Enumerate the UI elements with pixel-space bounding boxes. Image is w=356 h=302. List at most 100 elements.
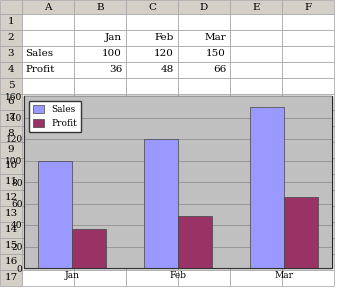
Bar bbox=[282, 222, 334, 238]
Bar bbox=[0, 222, 22, 238]
Text: A: A bbox=[44, 2, 52, 11]
Bar bbox=[178, 94, 230, 110]
Bar bbox=[126, 142, 178, 158]
Bar bbox=[282, 46, 334, 62]
Bar bbox=[22, 30, 74, 46]
Bar bbox=[230, 206, 282, 222]
Bar bbox=[178, 110, 230, 126]
Bar bbox=[178, 142, 230, 158]
Bar bbox=[74, 110, 126, 126]
Bar bbox=[282, 174, 334, 190]
Bar bbox=[0, 142, 22, 158]
Bar bbox=[126, 0, 178, 14]
Bar bbox=[178, 217, 212, 268]
Bar bbox=[282, 30, 334, 46]
Bar bbox=[144, 139, 178, 268]
Text: Sales: Sales bbox=[25, 50, 53, 59]
Bar bbox=[230, 62, 282, 78]
Bar bbox=[22, 174, 74, 190]
Bar bbox=[178, 158, 230, 174]
Bar bbox=[178, 0, 230, 14]
Bar bbox=[74, 174, 126, 190]
Bar bbox=[22, 270, 74, 286]
Bar bbox=[282, 270, 334, 286]
Bar bbox=[126, 238, 178, 254]
Bar bbox=[0, 174, 22, 190]
Bar bbox=[178, 254, 230, 270]
Bar bbox=[126, 14, 178, 30]
Bar bbox=[72, 229, 106, 268]
Bar bbox=[22, 78, 74, 94]
Bar bbox=[74, 270, 126, 286]
Bar bbox=[0, 270, 22, 286]
Bar bbox=[74, 0, 126, 14]
Bar bbox=[230, 78, 282, 94]
Bar bbox=[178, 78, 230, 94]
Bar bbox=[178, 174, 230, 190]
Bar bbox=[178, 238, 230, 254]
Bar bbox=[74, 238, 126, 254]
Text: F: F bbox=[304, 2, 312, 11]
Bar bbox=[74, 142, 126, 158]
Bar bbox=[0, 46, 22, 62]
Text: 15: 15 bbox=[4, 242, 18, 250]
Bar bbox=[0, 110, 22, 126]
Text: 7: 7 bbox=[8, 114, 14, 123]
Bar bbox=[282, 142, 334, 158]
Bar bbox=[22, 62, 74, 78]
Text: 100: 100 bbox=[102, 50, 122, 59]
Bar bbox=[22, 0, 74, 14]
Bar bbox=[284, 197, 318, 268]
Bar bbox=[230, 94, 282, 110]
Bar bbox=[126, 174, 178, 190]
Text: 3: 3 bbox=[8, 50, 14, 59]
Text: 9: 9 bbox=[8, 146, 14, 155]
Text: 6: 6 bbox=[8, 98, 14, 107]
Bar bbox=[282, 94, 334, 110]
Bar bbox=[126, 190, 178, 206]
Text: Feb: Feb bbox=[155, 34, 174, 43]
Bar bbox=[282, 206, 334, 222]
Bar bbox=[126, 94, 178, 110]
Text: 13: 13 bbox=[4, 210, 18, 219]
Bar bbox=[178, 14, 230, 30]
Bar bbox=[178, 222, 230, 238]
Bar bbox=[22, 222, 74, 238]
Bar bbox=[230, 254, 282, 270]
Bar bbox=[0, 238, 22, 254]
Bar bbox=[230, 238, 282, 254]
Bar bbox=[178, 190, 230, 206]
Text: Profit: Profit bbox=[25, 66, 54, 75]
Bar bbox=[0, 0, 22, 14]
Bar bbox=[230, 110, 282, 126]
Bar bbox=[282, 158, 334, 174]
Text: 120: 120 bbox=[154, 50, 174, 59]
Bar bbox=[0, 190, 22, 206]
Bar bbox=[22, 94, 74, 110]
Bar bbox=[126, 254, 178, 270]
Bar bbox=[22, 110, 74, 126]
Bar bbox=[230, 126, 282, 142]
Bar bbox=[282, 110, 334, 126]
Bar bbox=[178, 206, 230, 222]
Bar bbox=[74, 78, 126, 94]
Bar bbox=[0, 14, 22, 30]
Text: D: D bbox=[200, 2, 208, 11]
Bar bbox=[0, 126, 22, 142]
Text: C: C bbox=[148, 2, 156, 11]
Bar bbox=[74, 14, 126, 30]
Bar bbox=[22, 14, 74, 30]
Bar bbox=[126, 158, 178, 174]
Bar bbox=[74, 126, 126, 142]
Text: 17: 17 bbox=[4, 274, 18, 282]
Bar bbox=[0, 254, 22, 270]
Bar bbox=[74, 62, 126, 78]
Bar bbox=[22, 206, 74, 222]
Bar bbox=[230, 222, 282, 238]
Bar bbox=[126, 62, 178, 78]
Bar bbox=[74, 94, 126, 110]
Text: 5: 5 bbox=[8, 82, 14, 91]
Bar bbox=[74, 190, 126, 206]
Bar bbox=[230, 0, 282, 14]
Text: 10: 10 bbox=[4, 162, 18, 171]
